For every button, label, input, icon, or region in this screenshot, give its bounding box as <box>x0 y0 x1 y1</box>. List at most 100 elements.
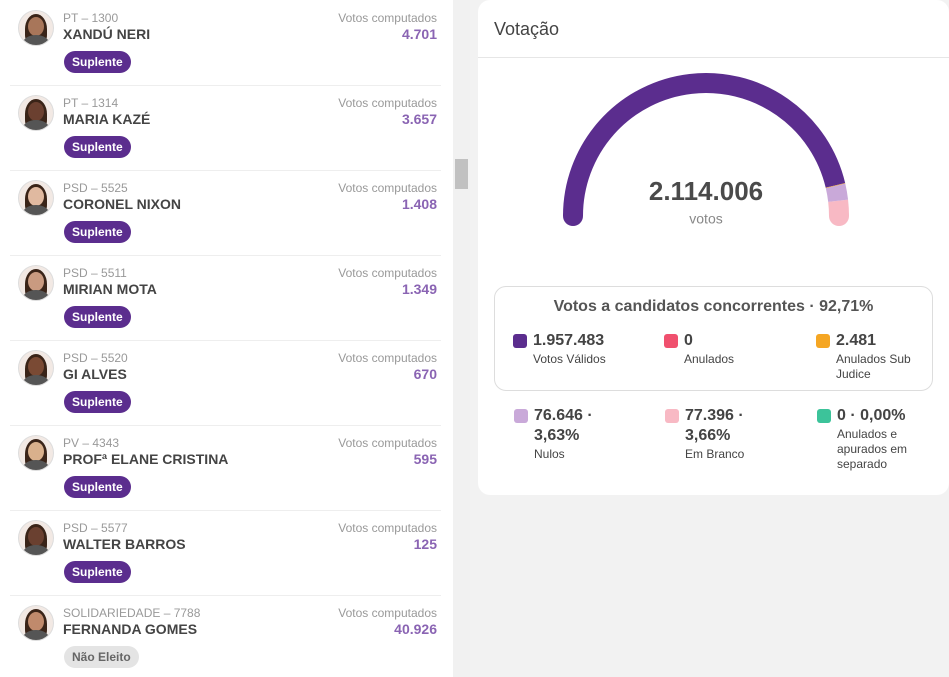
candidate-row[interactable]: PSD – 5525 CORONEL NIXON Votos computados 1… <box>10 170 441 256</box>
stat-swatch <box>513 334 527 348</box>
avatar-face <box>28 442 44 461</box>
avatar-face <box>28 527 44 546</box>
stat-swatch <box>665 409 679 423</box>
party-number: PT – 1300 <box>63 11 119 25</box>
avatar-face <box>28 187 44 206</box>
status-badge: Suplente <box>64 136 131 158</box>
stat-value: 1.957.483 <box>533 332 605 349</box>
party-number: PV – 4343 <box>63 436 120 450</box>
stat-swatch <box>664 334 678 348</box>
avatar-body <box>23 205 49 215</box>
candidate-name: FERNANDA GOMES <box>63 621 198 637</box>
gauge-segment <box>563 73 846 217</box>
votes-value: 595 <box>413 451 437 467</box>
stat-swatch <box>514 409 528 423</box>
scrollbar[interactable] <box>453 0 470 677</box>
avatar <box>18 265 54 301</box>
stat-name: Nulos <box>534 447 565 461</box>
status-badge: Suplente <box>64 306 131 328</box>
status-badge: Suplente <box>64 221 131 243</box>
avatar-body <box>23 290 49 300</box>
box-title: Votos a candidatos concorrentes · 92,71% <box>553 298 874 315</box>
avatar <box>18 520 54 556</box>
candidate-name: GI ALVES <box>63 366 127 382</box>
avatar <box>18 435 54 471</box>
stat-name: Votos Válidos <box>533 352 606 366</box>
candidate-row[interactable]: PT – 1314 MARIA KAZÉ Votos computados 3.657… <box>10 85 441 171</box>
avatar-face <box>28 102 44 121</box>
status-badge: Suplente <box>64 51 131 73</box>
candidate-row[interactable]: PSD – 5511 MIRIAN MOTA Votos computados 1.3… <box>10 255 441 341</box>
votes-label: Votos computados <box>338 181 437 195</box>
stat-value: 2.481 <box>836 332 877 349</box>
candidate-row[interactable]: PSD – 5577 WALTER BARROS Votos computados 1… <box>10 510 441 596</box>
avatar <box>18 605 54 641</box>
avatar-face <box>28 272 44 291</box>
gauge-segment <box>828 199 849 217</box>
gauge: 2.114.006 votos <box>563 73 849 227</box>
votes-label: Votos computados <box>338 436 437 450</box>
candidate-name: CORONEL NIXON <box>63 196 181 212</box>
candidate-row[interactable]: PT – 1300 XANDÚ NERI Votos computados 4.701… <box>10 0 441 86</box>
status-badge: Suplente <box>64 391 131 413</box>
avatar <box>18 95 54 131</box>
votes-label: Votos computados <box>338 521 437 535</box>
total-votes: 2.114.006 <box>649 176 763 206</box>
stat-swatch <box>816 334 830 348</box>
candidate-name: XANDÚ NERI <box>63 26 151 42</box>
avatar <box>18 180 54 216</box>
total-unit: votos <box>689 211 722 227</box>
candidate-row[interactable]: PV – 4343 PROFª ELANE CRISTINA Votos compu… <box>10 425 441 511</box>
votes-label: Votos computados <box>338 266 437 280</box>
avatar-face <box>28 17 44 36</box>
avatar-body <box>23 375 49 385</box>
status-badge: Não Eleito <box>64 646 139 668</box>
party-number: PSD – 5577 <box>63 521 128 535</box>
stat-name: Em Branco <box>685 447 745 461</box>
stat-value: 0 · 0,00% <box>837 407 906 424</box>
status-badge: Suplente <box>64 561 131 583</box>
stat-value: 76.646 · 3,63% <box>534 407 593 444</box>
votes-value: 3.657 <box>401 111 437 127</box>
candidate-row[interactable]: SOLIDARIEDADE – 7788 FERNANDA GOMES Votos … <box>10 595 441 677</box>
party-number: SOLIDARIEDADE – 7788 <box>63 606 201 620</box>
candidate-row[interactable]: PSD – 5520 GI ALVES Votos computados 670 Sup… <box>10 340 441 426</box>
voting-card: Votação 2.114.006 votos Votos a candidat… <box>478 0 949 495</box>
candidate-list: PT – 1300 XANDÚ NERI Votos computados 4.701… <box>0 0 453 677</box>
votes-value: 1.408 <box>401 196 437 212</box>
votes-label: Votos computados <box>338 606 437 620</box>
party-number: PT – 1314 <box>63 96 119 110</box>
candidate-name: PROFª ELANE CRISTINA <box>63 451 229 467</box>
avatar-body <box>23 120 49 130</box>
votes-value: 670 <box>413 366 437 382</box>
stat-value: 77.396 · 3,66% <box>685 407 744 444</box>
votes-label: Votos computados <box>338 96 437 110</box>
stat-swatch <box>817 409 831 423</box>
avatar-body <box>23 630 49 640</box>
party-number: PSD – 5511 <box>63 266 127 280</box>
avatar <box>18 350 54 386</box>
avatar-body <box>23 35 49 45</box>
stat-name: Anulados Sub Judice <box>836 352 911 381</box>
party-number: PSD – 5525 <box>63 181 128 195</box>
stat-name: Anulados <box>684 352 735 366</box>
stat-value: 0 <box>684 332 693 349</box>
votes-value: 125 <box>413 536 437 552</box>
votes-label: Votos computados <box>338 11 437 25</box>
avatar-face <box>28 357 44 376</box>
scrollbar-thumb[interactable] <box>455 159 468 189</box>
stat-name: Anulados e apurados em separado <box>837 427 908 471</box>
avatar <box>18 10 54 46</box>
votes-value: 4.701 <box>401 26 437 42</box>
votes-label: Votos computados <box>338 351 437 365</box>
status-badge: Suplente <box>64 476 131 498</box>
candidate-name: MIRIAN MOTA <box>63 281 157 297</box>
gauge-segment <box>825 183 849 203</box>
divider <box>478 57 949 58</box>
votes-value: 1.349 <box>401 281 437 297</box>
votes-value: 40.926 <box>394 621 437 637</box>
avatar-body <box>23 545 49 555</box>
avatar-face <box>28 612 44 631</box>
party-number: PSD – 5520 <box>63 351 128 365</box>
